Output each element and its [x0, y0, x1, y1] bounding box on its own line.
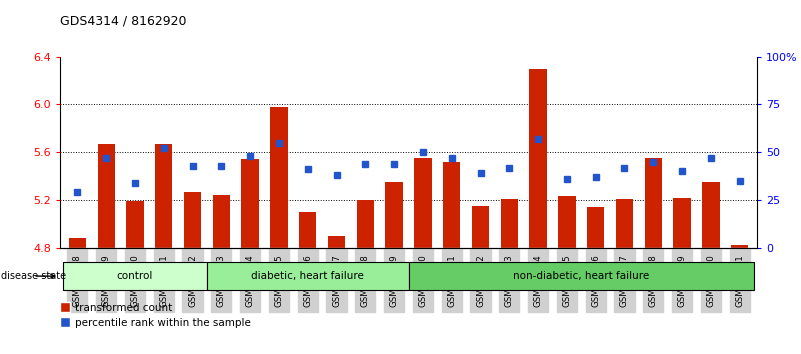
Bar	[529, 69, 547, 248]
Bar	[184, 192, 201, 248]
Text: non-diabetic, heart failure: non-diabetic, heart failure	[513, 271, 650, 281]
Bar	[213, 195, 230, 248]
Bar	[207, 262, 409, 290]
Bar	[443, 162, 461, 248]
Bar	[328, 236, 345, 248]
Bar	[241, 159, 259, 248]
Bar	[385, 182, 403, 248]
Text: GDS4314 / 8162920: GDS4314 / 8162920	[60, 14, 187, 27]
Bar	[558, 196, 576, 248]
Legend: transformed count, percentile rank within the sample: transformed count, percentile rank withi…	[62, 303, 251, 328]
Bar	[414, 158, 432, 248]
Bar	[645, 158, 662, 248]
Bar	[270, 107, 288, 248]
Bar	[674, 198, 690, 248]
Bar	[98, 144, 115, 248]
Bar	[472, 206, 489, 248]
Text: control: control	[117, 271, 153, 281]
Bar	[587, 207, 604, 248]
Bar	[616, 199, 633, 248]
Bar	[409, 262, 754, 290]
Bar	[69, 238, 86, 248]
Bar	[299, 212, 316, 248]
Text: diabetic, heart failure: diabetic, heart failure	[252, 271, 364, 281]
Bar	[501, 199, 518, 248]
Bar	[702, 182, 719, 248]
Bar	[127, 201, 143, 248]
Text: disease state: disease state	[1, 271, 66, 281]
Bar	[155, 144, 172, 248]
Bar	[731, 245, 748, 248]
Bar	[356, 200, 374, 248]
Bar	[63, 262, 207, 290]
